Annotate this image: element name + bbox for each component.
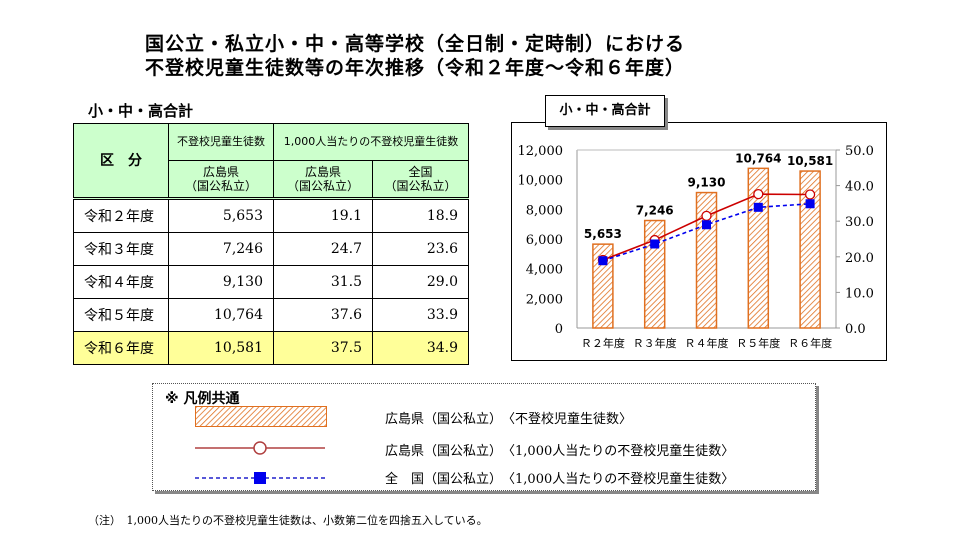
left-tick-label: 12,000 (518, 144, 564, 159)
bar-data-label: 7,246 (636, 204, 674, 218)
hiroshima-rate-point (701, 210, 712, 222)
row-label: 令和６年度 (73, 331, 169, 365)
x-tick-label: Ｒ２年度 (581, 336, 625, 350)
legend-title: ※ 凡例共通 (165, 391, 240, 407)
data-table: 区 分 不登校児童生徒数 1,000人当たりの不登校児童生徒数 広島県 （国公私… (73, 123, 469, 365)
legend: ※ 凡例共通 広島県（国公私立） 〈不登校児童生徒数〉 広島県（国公私立） 〈1… (152, 383, 816, 491)
bar (799, 170, 821, 329)
left-tick-label: 4,000 (526, 263, 563, 278)
bar (643, 219, 666, 329)
x-tick-label: Ｒ６年度 (788, 336, 832, 350)
title-line-2: 不登校児童生徒数等の年次推移（令和２年度～令和６年度） (145, 57, 686, 79)
right-tick-label: 20.0 (845, 251, 874, 266)
header-col3: 全国 （国公私立） (372, 160, 469, 199)
bar-data-label: 10,764 (735, 151, 781, 165)
table-row: 令和６年度 10,581 37.5 34.9 (73, 331, 469, 365)
chart-title: 小・中・高合計 (545, 95, 665, 127)
table-row: 令和４年度 9,130 31.5 29.0 (73, 265, 469, 299)
square-marker-icon (254, 472, 266, 484)
table-caption: 小・中・高合計 (88, 102, 194, 120)
header-col1: 広島県 （国公私立） (168, 160, 274, 199)
legend-item-national-rate: 全 国（国公私立） 〈1,000人当たりの不登校児童生徒数〉 (385, 472, 735, 487)
cell-national-rate: 23.6 (372, 232, 469, 266)
left-tick-label: 10,000 (518, 174, 564, 189)
left-tick-label: 8,000 (526, 203, 563, 218)
cell-national-rate: 34.9 (372, 331, 469, 365)
national-rate-point (805, 199, 815, 209)
x-tick-label: Ｒ５年度 (736, 336, 780, 350)
header-group-rate: 1,000人当たりの不登校児童生徒数 (273, 123, 469, 161)
cell-count: 10,581 (168, 331, 274, 365)
table-row: 令和２年度 5,653 19.1 18.9 (73, 197, 469, 233)
national-rate-point (598, 256, 608, 266)
left-tick-label: 2,000 (526, 292, 563, 307)
title-line-1: 国公立・私立小・中・高等学校（全日制・定時制）における (145, 33, 686, 55)
bar (747, 167, 770, 329)
cell-hiroshima-rate: 24.7 (273, 232, 373, 266)
x-tick-label: Ｒ３年度 (633, 336, 677, 350)
hiroshima-rate-point (753, 188, 764, 200)
cell-count: 10,764 (168, 298, 274, 332)
legend-line-swatches (195, 441, 325, 484)
national-rate-line (602, 202, 811, 262)
cell-hiroshima-rate: 31.5 (273, 265, 373, 299)
row-label: 令和５年度 (73, 298, 169, 332)
footnote: （注） 1,000人当たりの不登校児童生徒数は、小数第二位を四捨五入している。 (88, 514, 488, 527)
chart-frame (511, 122, 887, 361)
cell-national-rate: 33.9 (372, 298, 469, 332)
national-rate-point (702, 220, 711, 230)
bar-data-label: 10,581 (787, 154, 833, 168)
left-tick-label: 6,000 (526, 233, 563, 248)
legend-item-bar: 広島県（国公私立） 〈不登校児童生徒数〉 (385, 412, 633, 427)
legend-bar-swatch (195, 406, 327, 427)
right-tick-label: 40.0 (845, 180, 874, 195)
circle-marker-icon (253, 441, 267, 455)
right-tick-label: 0.0 (845, 322, 866, 337)
header-category: 区 分 (73, 123, 169, 199)
bar (695, 191, 718, 329)
right-tick-label: 50.0 (845, 144, 874, 159)
cell-count: 5,653 (168, 197, 274, 233)
table-row: 令和５年度 10,764 37.6 33.9 (73, 298, 469, 332)
x-tick-label: Ｒ４年度 (685, 336, 729, 350)
bar-data-label: 9,130 (688, 176, 726, 190)
cell-hiroshima-rate: 37.5 (273, 331, 373, 365)
right-tick-label: 30.0 (845, 215, 874, 230)
bar-data-label: 5,653 (584, 227, 622, 241)
national-rate-point (753, 202, 763, 212)
page-title: 国公立・私立小・中・高等学校（全日制・定時制）における 不登校児童生徒数等の年次… (145, 32, 685, 80)
right-tick-label: 10.0 (845, 286, 874, 301)
left-tick-label: 0 (555, 322, 563, 337)
national-rate-point (650, 239, 660, 249)
hiroshima-rate-point (804, 189, 816, 200)
cell-national-rate: 29.0 (372, 265, 469, 299)
row-label: 令和４年度 (73, 265, 169, 299)
header-col2: 広島県 （国公私立） (273, 160, 373, 199)
cell-count: 9,130 (168, 265, 274, 299)
legend-item-hiroshima-rate: 広島県（国公私立） 〈1,000人当たりの不登校児童生徒数〉 (385, 444, 735, 459)
bar (592, 243, 614, 329)
